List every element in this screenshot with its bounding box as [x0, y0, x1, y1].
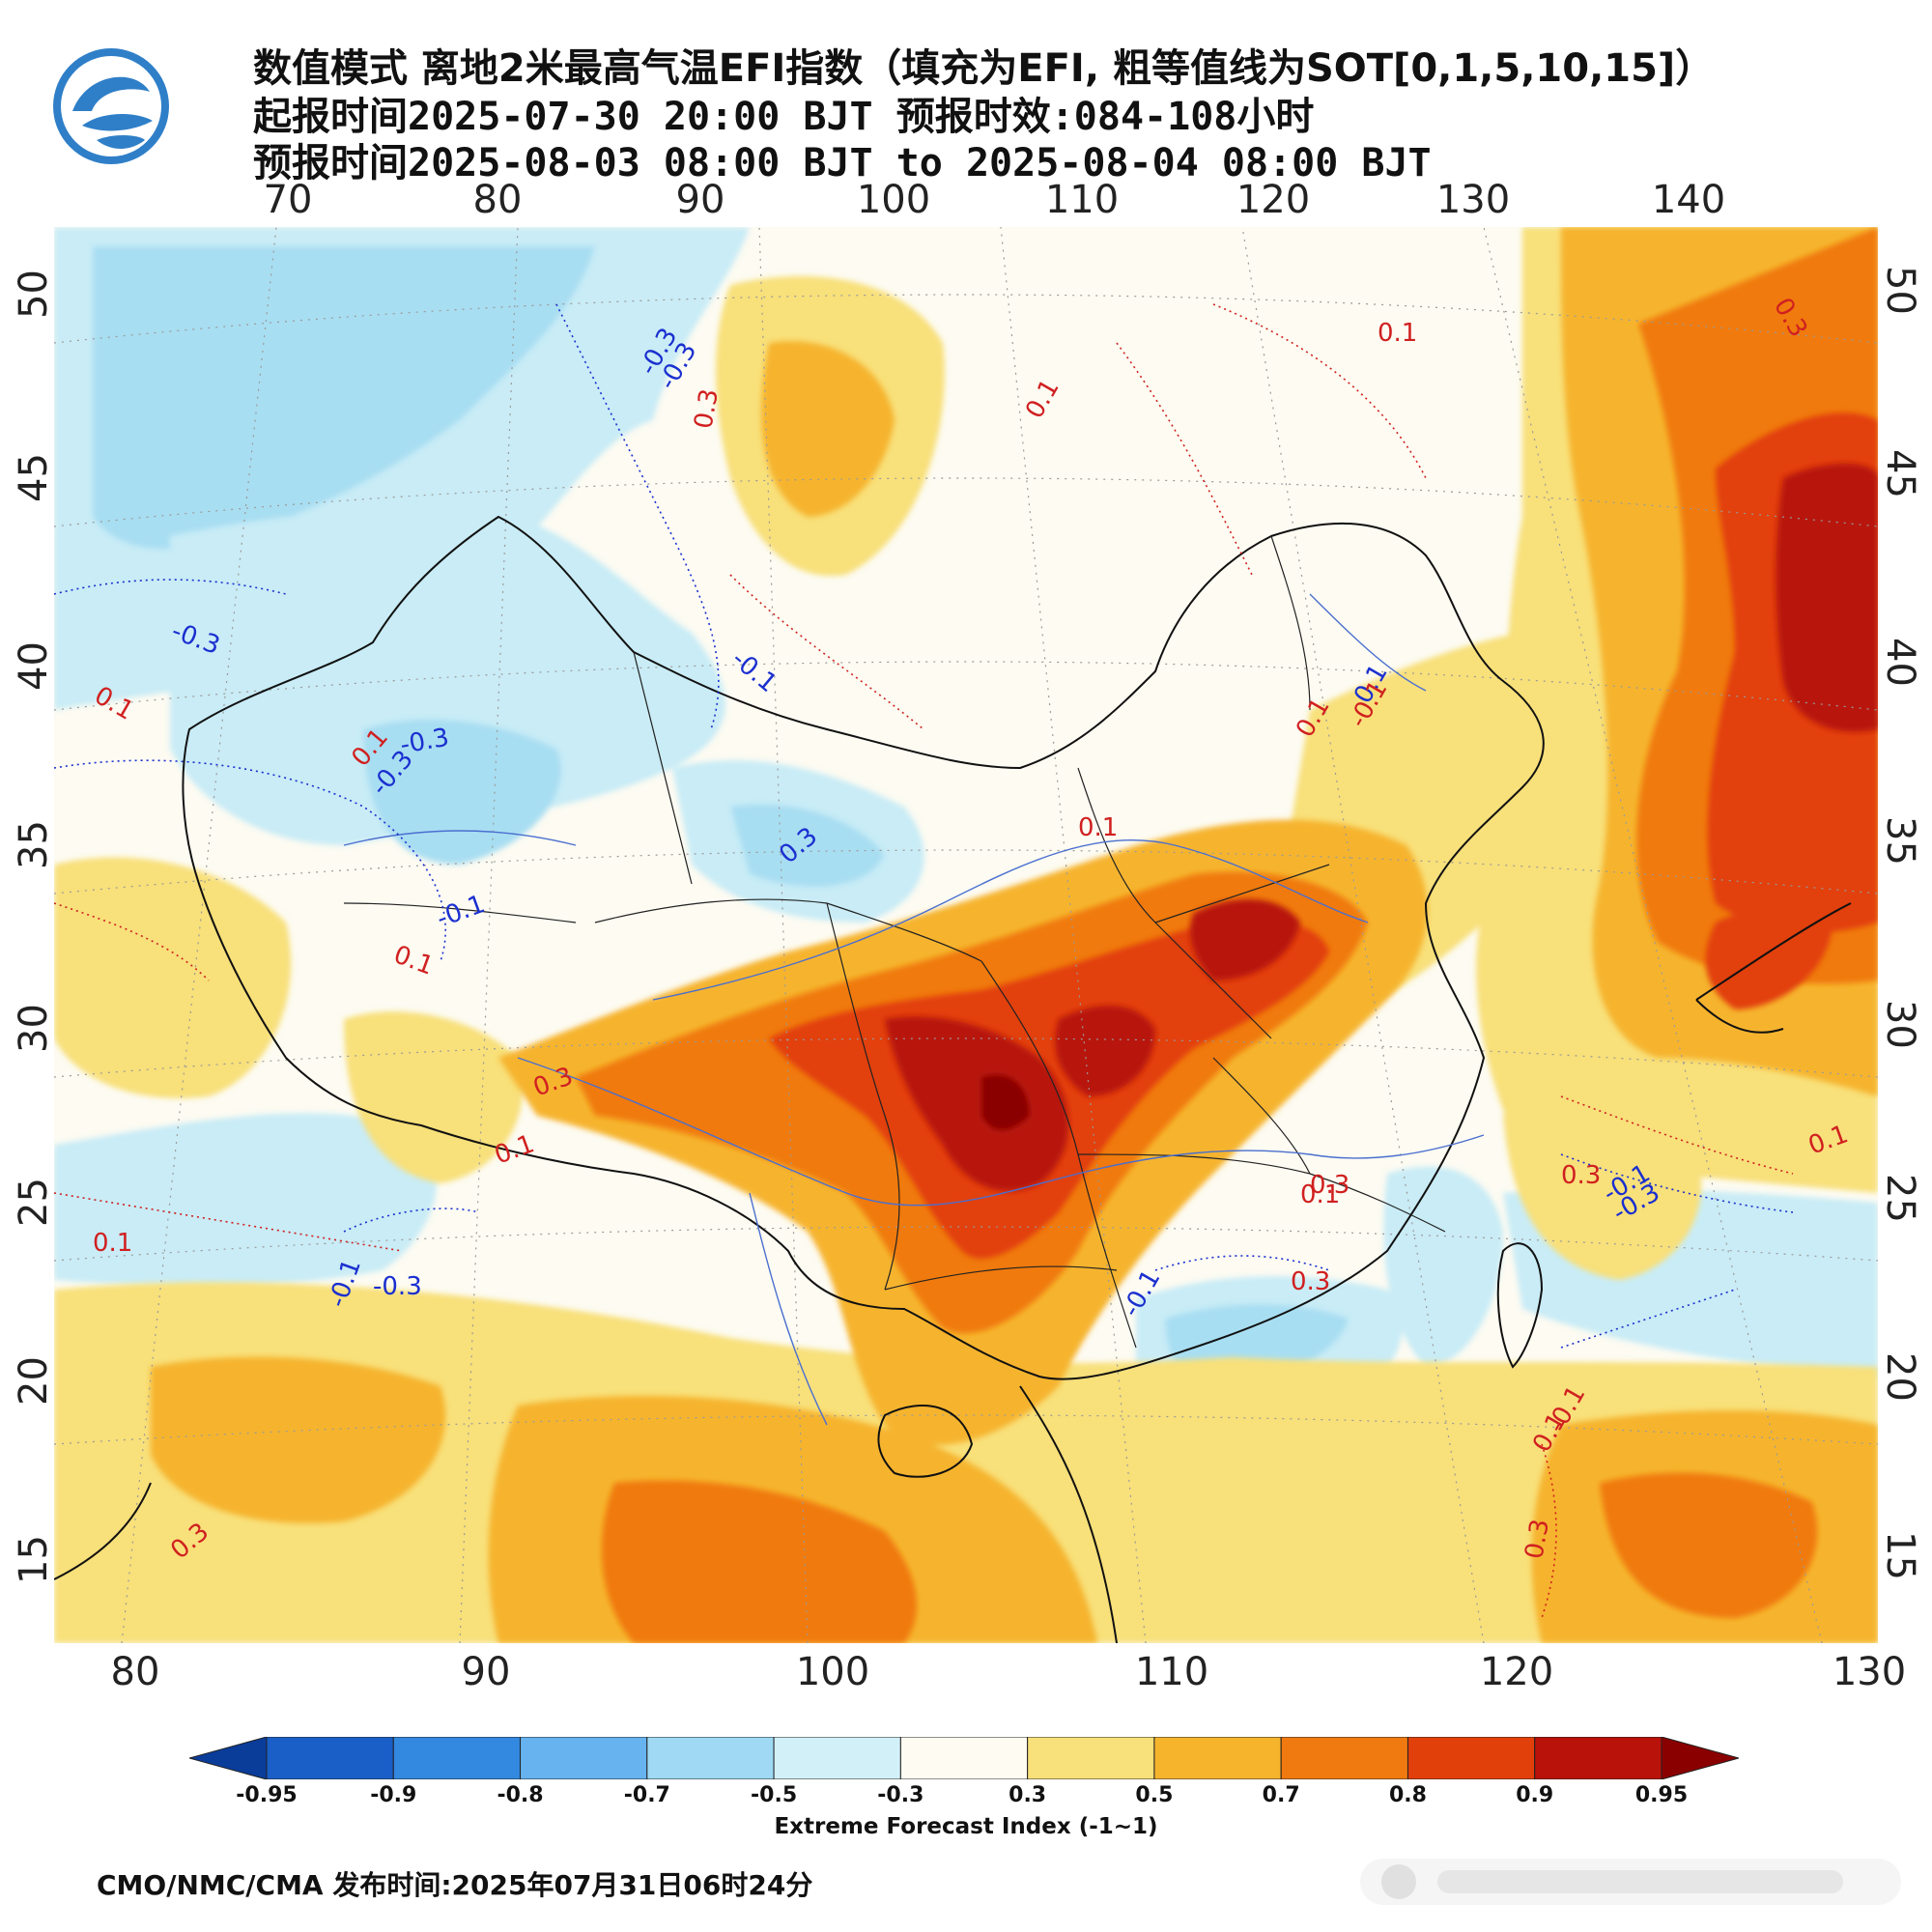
contour-label: 0.3 — [1561, 1161, 1601, 1190]
right-lat-tick: 30 — [1878, 1000, 1922, 1049]
colorbar-tick-label: -0.95 — [236, 1783, 298, 1807]
bottom-lon-tick: 90 — [461, 1650, 511, 1694]
colorbar-segment — [1280, 1737, 1408, 1779]
right-lat-tick: 45 — [1878, 449, 1922, 498]
right-lat-tick: 35 — [1878, 816, 1922, 866]
left-lat-tick: 45 — [12, 453, 56, 502]
contour-label: 0.3 — [1291, 1267, 1330, 1296]
colorbar-tick-label: -0.7 — [623, 1783, 670, 1807]
contour-label: 0.1 — [1078, 813, 1118, 842]
right-lat-tick: 25 — [1878, 1174, 1922, 1223]
contour-label: 0.1 — [1300, 1180, 1340, 1209]
colorbar-arrow-high — [1661, 1737, 1739, 1779]
dark-red-shading — [885, 464, 1878, 1191]
bottom-lon-tick: 120 — [1479, 1650, 1554, 1694]
footer-issue-time: CMO/NMC/CMA 发布时间:2025年07月31日06时24分 — [97, 1869, 813, 1901]
left-lat-tick: 25 — [12, 1178, 56, 1227]
contour-label: 0.3 — [689, 386, 724, 431]
colorbar-tick-label: 0.5 — [1135, 1783, 1174, 1807]
init-time: 起报时间2025-07-30 20:00 BJT 预报时效:084-108小时 — [253, 95, 1315, 139]
contour-label: 0.3 — [1310, 1171, 1350, 1200]
valid-time: 预报时间2025-08-03 08:00 BJT to 2025-08-04 0… — [253, 141, 1432, 185]
colorbar-tick-label: 0.8 — [1388, 1783, 1427, 1807]
colorbar-arrow-low — [189, 1737, 268, 1779]
top-lon-tick: 130 — [1435, 178, 1511, 222]
colorbar-segment — [1153, 1737, 1282, 1779]
colorbar-tick-label: -0.3 — [877, 1783, 924, 1807]
watermark-icon — [1360, 1859, 1901, 1905]
contour-label: 0.1 — [1378, 319, 1417, 348]
graticule — [54, 227, 1878, 1643]
top-lon-tick: 110 — [1044, 178, 1120, 222]
colorbar-segment — [1534, 1737, 1662, 1779]
colorbar-tick-label: -0.5 — [751, 1783, 798, 1807]
top-lon-tick: 140 — [1651, 178, 1726, 222]
colorbar-title: Extreme Forecast Index (-1~1) — [774, 1814, 1158, 1839]
left-lat-tick: 40 — [12, 641, 56, 691]
province-borders — [343, 535, 1446, 1349]
right-lat-tick: 40 — [1878, 638, 1922, 687]
colorbar-segment — [773, 1737, 901, 1779]
colorbar-segment — [1027, 1737, 1155, 1779]
efi-map: -0.3-0.30.3 0.10.1 0.3-0.30.1-0.1-0.30.1-0… — [54, 227, 1878, 1643]
colorbar-tick-label: 0.9 — [1516, 1783, 1554, 1807]
colorbar-tick-label: 0.95 — [1634, 1783, 1689, 1807]
contour-label: 0.3 — [1520, 1517, 1555, 1561]
bottom-lon-tick: 80 — [110, 1650, 160, 1694]
bottom-lon-tick: 130 — [1832, 1650, 1907, 1694]
colorbar-tick-label: 0.3 — [1009, 1783, 1047, 1807]
cma-logo-icon — [53, 48, 169, 164]
contour-lines — [54, 303, 1794, 1619]
country-borders — [54, 515, 1852, 1643]
bottom-lon-tick: 110 — [1134, 1650, 1209, 1694]
colorbar-segment — [392, 1737, 522, 1779]
left-lat-tick: 35 — [12, 820, 56, 869]
colorbar-tick-label: -0.9 — [370, 1783, 417, 1807]
map-title: 数值模式 离地2米最高气温EFI指数（填充为EFI, 粗等值线为SOT[0,1,… — [253, 46, 1715, 91]
colorbar-segment — [266, 1737, 394, 1779]
colorbar — [189, 1737, 1739, 1779]
rivers — [343, 593, 1485, 1426]
top-lon-tick: 100 — [856, 178, 931, 222]
colorbar-tick-label: 0.7 — [1262, 1783, 1300, 1807]
left-lat-tick: 30 — [12, 1004, 56, 1053]
colorbar-segment — [520, 1737, 648, 1779]
right-lat-tick: 20 — [1878, 1352, 1922, 1402]
bottom-lon-tick: 100 — [795, 1650, 870, 1694]
left-lat-tick: 50 — [12, 270, 56, 319]
top-lon-tick: 70 — [263, 178, 313, 222]
top-lon-tick: 80 — [472, 178, 523, 222]
contour-label: 0.1 — [93, 1229, 132, 1258]
colorbar-segment — [1406, 1737, 1536, 1779]
contour-label: -0.3 — [373, 1272, 422, 1301]
top-lon-tick: 120 — [1236, 178, 1311, 222]
right-lat-tick: 15 — [1878, 1531, 1922, 1580]
colorbar-segment — [899, 1737, 1029, 1779]
right-lat-tick: 50 — [1878, 266, 1922, 315]
colorbar-segment — [646, 1737, 775, 1779]
colorbar-tick-label: -0.8 — [497, 1783, 544, 1807]
top-lon-tick: 90 — [675, 178, 725, 222]
left-lat-tick: 15 — [12, 1535, 56, 1584]
left-lat-tick: 20 — [12, 1356, 56, 1406]
